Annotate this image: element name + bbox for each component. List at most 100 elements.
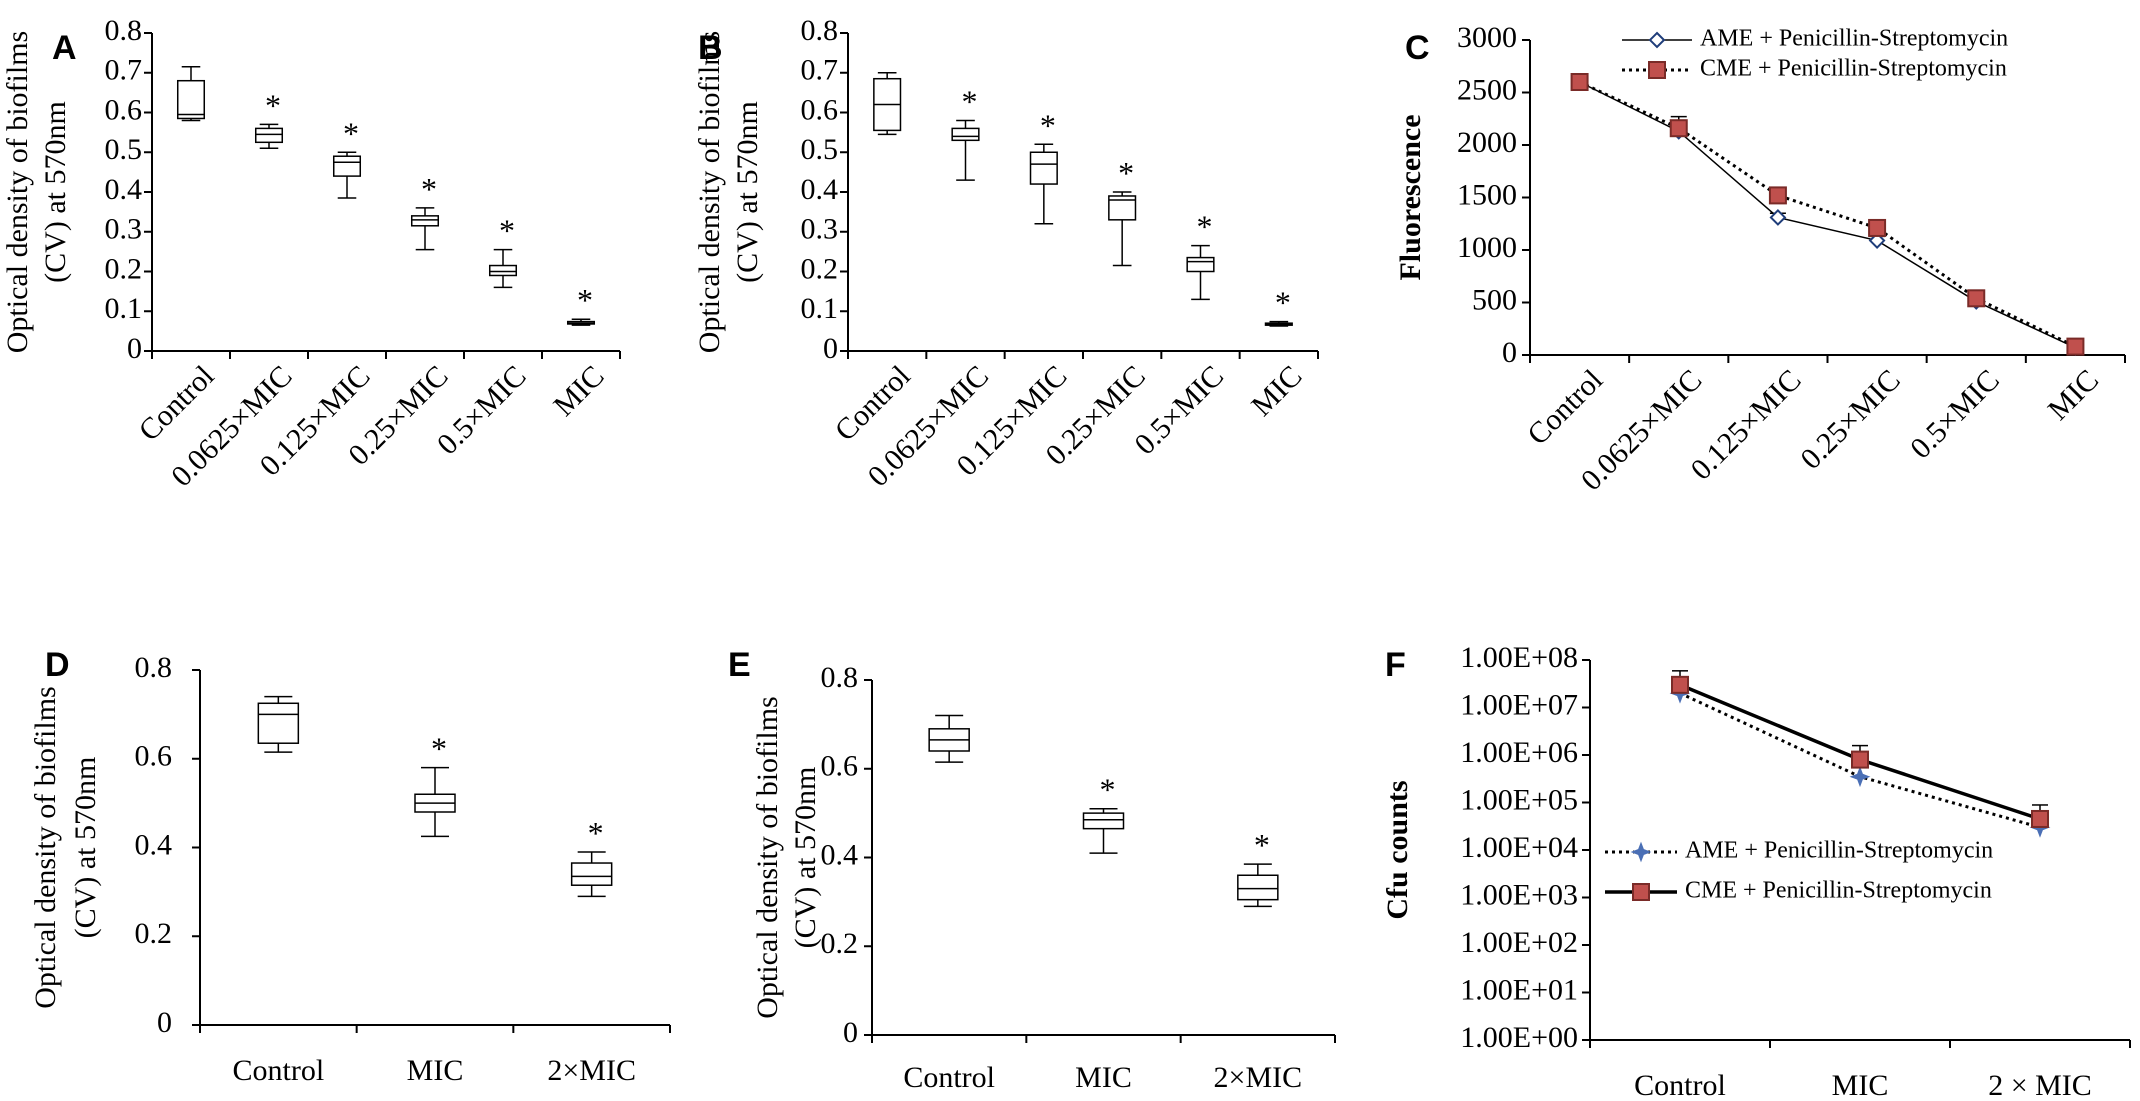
data-point-marker: [1851, 750, 1869, 769]
y-tick-label: 0.1: [105, 292, 143, 325]
box-iqr: [332, 155, 362, 177]
x-category-label: MIC: [407, 1054, 464, 1087]
x-category-label: 2×MIC: [1214, 1061, 1303, 1094]
significance-star: *: [1040, 107, 1056, 143]
box-plot: [257, 695, 300, 753]
series-line: [1578, 80, 2077, 348]
significance-star: *: [1100, 772, 1116, 808]
box-iqr: [254, 127, 284, 144]
y-tick-label: 1.00E+01: [1460, 973, 1578, 1006]
significance-star: *: [962, 83, 978, 119]
y-tick-label: 0: [843, 1016, 858, 1049]
y-tick-label: 1.00E+07: [1460, 688, 1578, 721]
significance-star: *: [431, 731, 447, 767]
y-tick-label: 0.6: [105, 93, 143, 126]
y-tick-label: 0.5: [105, 133, 143, 166]
significance-star: *: [421, 171, 437, 207]
y-tick-label: 0.6: [801, 93, 839, 126]
panel-letter-e: E: [728, 646, 751, 684]
panel-letter-d: D: [45, 646, 70, 684]
legend-marker: [1648, 61, 1666, 79]
legend: AME + Penicillin-Streptomycin CME + Penic…: [1605, 838, 1993, 904]
box-plot: *: [951, 83, 980, 181]
y-tick-label: 1.00E+06: [1460, 736, 1578, 769]
y-tick-label: 0.7: [105, 54, 143, 87]
box-plot: [176, 66, 206, 122]
y-tick-label: 3000: [1457, 21, 1517, 54]
data-point-marker: [1967, 289, 1986, 308]
y-tick-label: 500: [1472, 283, 1517, 316]
legend: AME + Penicillin-Streptomycin CME + Penic…: [1622, 26, 2008, 82]
y-tick-label: 1.00E+05: [1460, 783, 1578, 816]
y-tick-label: 0.3: [105, 213, 143, 246]
significance-star: *: [1254, 827, 1270, 863]
y-tick-label: 0: [1502, 336, 1517, 369]
x-category-label: Control: [1634, 1069, 1726, 1101]
box-plot: [928, 714, 970, 763]
y-tick-label: 0.6: [821, 750, 859, 783]
y-tick-label: 0.5: [801, 133, 839, 166]
y-tick-label: 0: [823, 332, 838, 365]
y-tick-label: 1000: [1457, 231, 1517, 264]
legend-label: AME + Penicillin-Streptomycin: [1700, 26, 2008, 52]
x-category-label: Control: [232, 1054, 324, 1087]
y-tick-label: 0.6: [135, 740, 173, 773]
data-point-marker: [2066, 337, 2085, 356]
panel-letter-a: A: [52, 29, 77, 67]
y-tick-label: 2000: [1457, 126, 1517, 159]
box-plot: *: [332, 115, 362, 199]
panel-c: C Fluorescence 0 500 1000 1500 2000 2500 3000 Con…: [1394, 21, 2126, 497]
panel-letter-f: F: [1385, 646, 1406, 684]
y-tick-label: 1500: [1457, 178, 1517, 211]
significance-star: *: [1275, 285, 1291, 321]
y-tick-label: 0.2: [801, 252, 839, 285]
y-tick-label: 0: [127, 332, 142, 365]
box-plot: *: [1108, 155, 1137, 267]
box-plot: *: [1264, 285, 1293, 327]
significance-star: *: [577, 282, 593, 318]
box-plot: *: [410, 171, 440, 251]
data-point-marker: [1768, 186, 1787, 205]
y-tick-label: 1.00E+04: [1460, 831, 1578, 864]
x-category-label: 2×MIC: [547, 1054, 636, 1087]
box-plot: *: [1082, 772, 1125, 854]
y-tick-label: 0.7: [801, 54, 839, 87]
box-iqr: [1237, 874, 1279, 901]
box-iqr: [176, 79, 206, 120]
y-tick-label: 0.4: [801, 173, 839, 206]
x-category-label: MIC: [1832, 1069, 1889, 1101]
y-axis-label: (CV) at 570nm: [789, 767, 822, 949]
box-plot: *: [1237, 827, 1279, 908]
series-2: [1671, 670, 2049, 828]
box-iqr: [570, 862, 613, 886]
y-axis-label: Optical density of biofilms: [751, 696, 784, 1018]
y-tick-label: 0.1: [801, 292, 839, 325]
y-tick-label: 0.2: [105, 252, 143, 285]
legend-marker: [1648, 31, 1666, 49]
box-plot: *: [566, 282, 596, 326]
data-point-marker: [1671, 675, 1689, 694]
box-plot: *: [254, 87, 284, 150]
box-plot: *: [488, 213, 518, 289]
series-line: [1579, 81, 2076, 349]
panel-letter-b: B: [698, 29, 723, 67]
y-tick-label: 0.3: [801, 213, 839, 246]
box-plot: *: [414, 731, 456, 838]
y-tick-label: 0.8: [801, 14, 839, 47]
series-1: [1571, 73, 2084, 357]
series-2: [1570, 73, 2085, 356]
panel-letter-c: C: [1405, 29, 1430, 67]
x-category-label: MIC: [2042, 363, 2105, 426]
y-axis-label: Optical density of biofilms: [29, 686, 62, 1008]
y-tick-label: 1.00E+08: [1460, 641, 1578, 674]
y-tick-label: 0.4: [821, 838, 859, 871]
box-plot: *: [1186, 209, 1215, 301]
data-point-marker: [1868, 218, 1887, 237]
y-tick-label: 0.8: [105, 14, 143, 47]
x-category-label: 2 × MIC: [1988, 1069, 2092, 1101]
significance-star: *: [343, 115, 359, 151]
y-tick-label: 1.00E+02: [1460, 926, 1578, 959]
box-iqr: [951, 127, 980, 142]
significance-star: *: [1197, 209, 1213, 245]
